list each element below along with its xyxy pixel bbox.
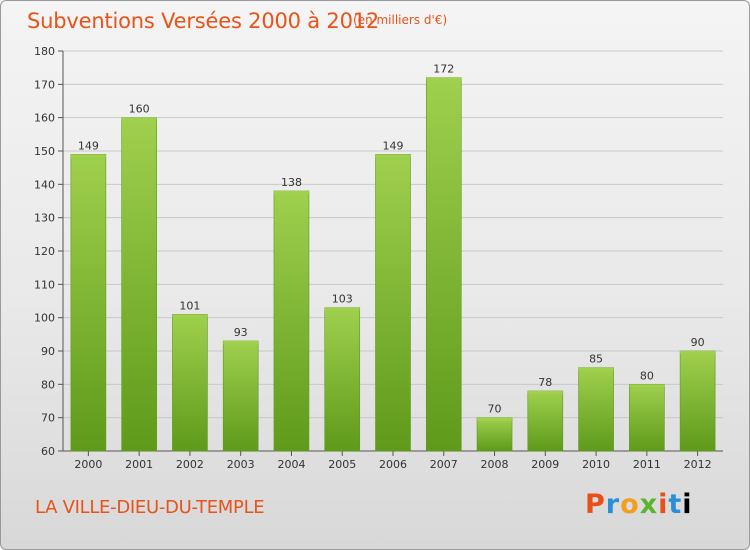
bar: [375, 154, 411, 452]
x-tick-label: 2003: [227, 458, 255, 471]
bar: [629, 384, 665, 452]
bar-highlight: [578, 367, 614, 371]
data-label: 103: [332, 293, 353, 306]
bar-highlight: [426, 77, 462, 81]
bar: [121, 117, 157, 452]
x-tick-label: 2006: [379, 458, 407, 471]
x-tick-label: 2009: [531, 458, 559, 471]
data-label: 160: [129, 103, 150, 116]
bar-highlight: [172, 314, 208, 318]
bar-highlight: [70, 154, 106, 158]
bar-highlight: [477, 417, 513, 421]
bar-highlight: [680, 351, 716, 354]
y-tick-label: 100: [34, 312, 55, 325]
bar-highlight: [121, 117, 157, 121]
x-tick-label: 2011: [633, 458, 661, 471]
x-tick-label: 2005: [328, 458, 356, 471]
y-tick-label: 120: [34, 245, 55, 258]
chart-title: Subventions Versées 2000 à 2012: [27, 9, 380, 33]
data-label: 70: [488, 403, 502, 416]
bar: [679, 350, 716, 452]
y-tick-label: 180: [34, 45, 55, 58]
bar-highlight: [223, 341, 259, 344]
data-label: 93: [234, 326, 248, 339]
logo-letter: P: [585, 489, 606, 520]
bar: [476, 417, 513, 452]
bar: [70, 154, 107, 452]
x-tick-label: 2010: [582, 458, 610, 471]
bar-highlight: [324, 307, 360, 311]
chart-subtitle: (en milliers d'€): [353, 13, 448, 27]
y-tick-label: 110: [34, 278, 55, 291]
logo-letter: i: [658, 489, 669, 520]
proxiti-logo[interactable]: Proxiti: [585, 489, 693, 520]
y-tick-label: 60: [41, 445, 55, 458]
y-tick-label: 80: [41, 378, 55, 391]
bar-highlight: [527, 391, 563, 394]
bar: [172, 314, 208, 452]
data-label: 172: [433, 63, 454, 76]
data-label: 90: [691, 336, 705, 349]
data-label: 149: [383, 139, 404, 152]
y-tick-label: 140: [34, 178, 55, 191]
commune-name: LA VILLE-DIEU-DU-TEMPLE: [35, 497, 265, 518]
x-tick-label: 2007: [430, 458, 458, 471]
x-tick-label: 2000: [74, 458, 102, 471]
y-tick-label: 160: [34, 112, 55, 125]
bar-highlight: [375, 154, 411, 158]
x-tick-label: 2004: [277, 458, 305, 471]
logo-letter: o: [620, 489, 640, 520]
y-tick-label: 130: [34, 212, 55, 225]
logo-letter: r: [605, 489, 621, 520]
bar: [273, 190, 310, 452]
data-label: 101: [179, 299, 200, 312]
x-tick-label: 2002: [176, 458, 204, 471]
data-label: 80: [640, 369, 654, 382]
bar: [578, 367, 614, 452]
logo-letter: i: [682, 489, 693, 520]
bar-highlight: [629, 384, 665, 388]
bar: [425, 77, 462, 452]
data-label: 78: [538, 376, 552, 389]
data-label: 85: [589, 353, 603, 366]
logo-letter: x: [639, 489, 659, 520]
bar: [222, 340, 259, 452]
bar-highlight: [273, 191, 309, 194]
labels: 60 70 80 90 100 110 120 130 140 150 160 170 180 149 20…: [34, 45, 712, 471]
y-tick-label: 170: [34, 78, 55, 91]
logo-letter: t: [668, 489, 683, 520]
bar: [324, 307, 361, 452]
bar: [527, 390, 564, 452]
y-tick-label: 90: [41, 345, 55, 358]
y-tick-label: 70: [41, 412, 55, 425]
x-tick-label: 2008: [481, 458, 509, 471]
x-tick-label: 2012: [684, 458, 712, 471]
bars: [70, 77, 716, 452]
y-tick-label: 150: [34, 145, 55, 158]
x-tick-label: 2001: [125, 458, 153, 471]
data-label: 138: [281, 176, 302, 189]
data-label: 149: [78, 139, 99, 152]
